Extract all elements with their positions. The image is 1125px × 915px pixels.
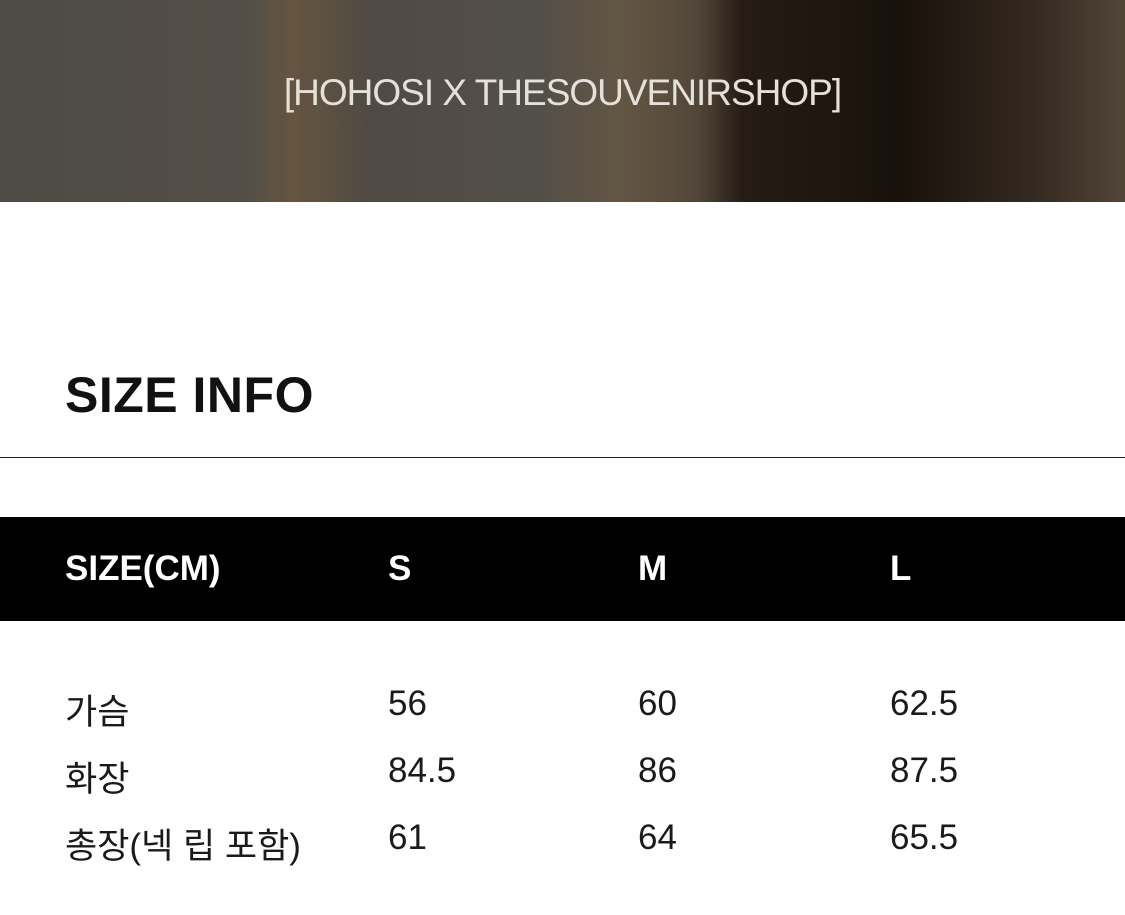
cell-l: 65.5 (890, 818, 959, 857)
table-row: 총장(넥 립 포함) 61 64 65.5 (0, 818, 1125, 885)
header-size-cm: SIZE(CM) (65, 549, 221, 588)
divider (0, 457, 1125, 458)
header-m: M (638, 549, 668, 588)
row-label: 총장(넥 립 포함) (65, 827, 301, 866)
cell-l: 87.5 (890, 751, 959, 790)
table-row: 가슴 56 60 62.5 (0, 684, 1125, 751)
section-title: SIZE INFO (65, 367, 314, 423)
cell-m: 60 (638, 684, 677, 723)
cell-s: 61 (388, 818, 427, 857)
cell-s: 84.5 (388, 751, 457, 790)
header-l: L (890, 549, 912, 588)
header-s: S (388, 549, 412, 588)
cell-s: 56 (388, 684, 427, 723)
cell-m: 86 (638, 751, 677, 790)
banner-image: [HOHOSI X THESOUVENIRSHOP] (0, 0, 1125, 202)
row-label: 가슴 (65, 693, 130, 732)
banner-title: [HOHOSI X THESOUVENIRSHOP] (283, 72, 842, 113)
size-table-header: SIZE(CM) S M L (0, 517, 1125, 621)
cell-m: 64 (638, 818, 677, 857)
cell-l: 62.5 (890, 684, 959, 723)
row-label: 화장 (65, 760, 130, 799)
table-row: 화장 84.5 86 87.5 (0, 751, 1125, 818)
